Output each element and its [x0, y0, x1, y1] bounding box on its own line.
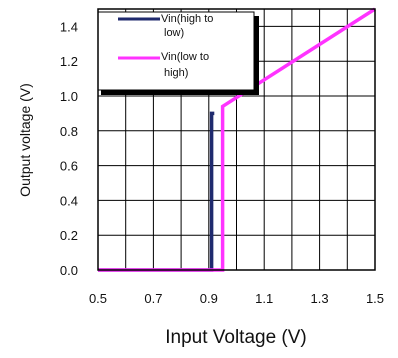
y-tick-label: 0.8 [60, 124, 78, 139]
y-tick-label: 0.4 [60, 193, 78, 208]
y-tick-label: 0.2 [60, 228, 78, 243]
legend-label-low-to-high-line2: high) [164, 67, 188, 79]
legend-label-high-to-low-line1: Vin(high to [161, 13, 213, 25]
x-tick-label: 1.5 [366, 291, 384, 306]
x-tick-label: 0.7 [144, 291, 162, 306]
x-axis-title: Input Voltage (V) [165, 327, 307, 348]
y-tick-labels: 0.0 0.2 0.4 0.6 0.8 1.0 1.2 1.4 [60, 19, 78, 278]
y-tick-label: 0.0 [60, 263, 78, 278]
x-tick-label: 1.1 [255, 291, 273, 306]
series-line-0 [98, 111, 215, 272]
y-tick-label: 1.0 [60, 89, 78, 104]
x-tick-label: 0.5 [89, 291, 107, 306]
legend [97, 11, 255, 91]
y-tick-label: 1.4 [60, 19, 78, 34]
x-tick-label: 0.9 [200, 291, 218, 306]
y-tick-label: 0.6 [60, 159, 78, 174]
y-axis-title: Output voltage (V) [17, 83, 33, 197]
x-tick-label: 1.3 [311, 291, 329, 306]
y-tick-label: 1.2 [60, 54, 78, 69]
plot-border [97, 8, 376, 271]
legend-label-low-to-high-line1: Vin(low to [161, 51, 209, 63]
x-tick-labels: 0.5 0.7 0.9 1.1 1.3 1.5 [89, 291, 384, 306]
legend-label-high-to-low-line2: low) [164, 27, 184, 39]
